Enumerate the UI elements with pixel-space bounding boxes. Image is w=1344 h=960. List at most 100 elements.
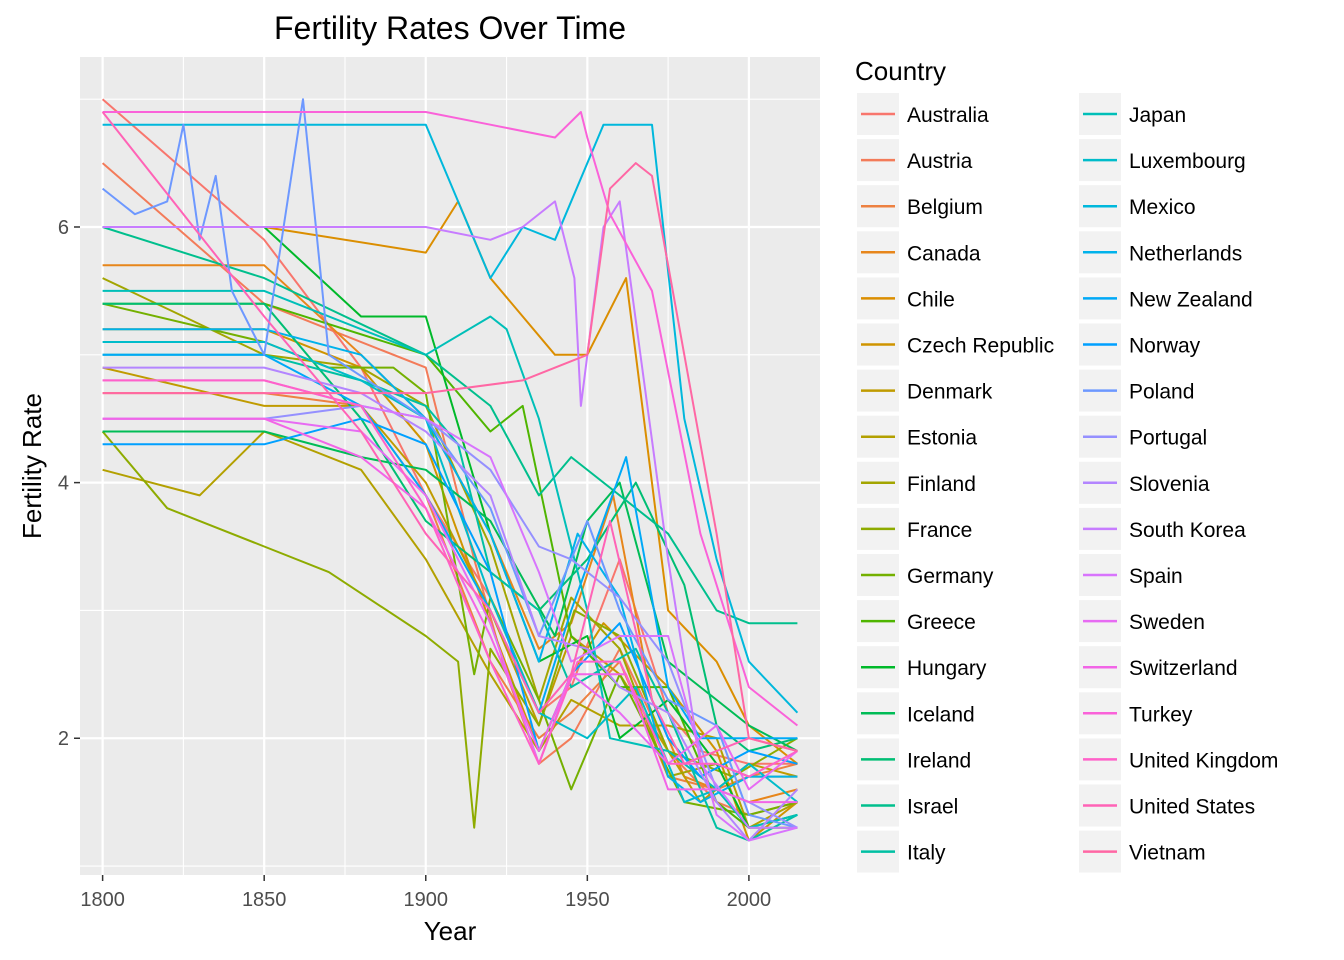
legend-label: Italy	[907, 842, 946, 865]
series-line	[102, 226, 798, 829]
x-axis: 1800 1850 1900 1950 2000	[80, 875, 771, 911]
legend-label: Mexico	[1129, 196, 1196, 219]
legend-label: Luxembourg	[1129, 150, 1246, 173]
series-line	[102, 366, 799, 842]
legend-item: Italy	[857, 830, 946, 873]
series-lines	[101, 98, 799, 842]
legend-label: Ireland	[907, 749, 971, 772]
legend-label: South Korea	[1129, 519, 1246, 542]
legend-item: Austria	[857, 139, 973, 182]
legend-item: Japan	[1079, 93, 1186, 135]
legend-label: Belgium	[907, 196, 983, 219]
series-line	[102, 430, 798, 752]
legend-item: Australia	[857, 93, 989, 135]
legend-item: Vietnam	[1079, 830, 1206, 873]
legend-item: Ireland	[857, 738, 971, 781]
legend-label: Germany	[907, 565, 994, 588]
x-tick-label: 2000	[727, 889, 772, 911]
series-line	[102, 162, 798, 752]
legend-label: Austria	[907, 150, 973, 173]
legend-item: Israel	[857, 784, 958, 827]
legend-label: Australia	[907, 104, 989, 127]
x-axis-title: Year	[424, 916, 477, 946]
legend-item: Slovenia	[1079, 461, 1210, 504]
y-axis-title: Fertility Rate	[17, 393, 47, 539]
series-line	[102, 123, 799, 714]
legend-label: Slovenia	[1129, 473, 1210, 496]
x-tick-label: 1800	[80, 889, 125, 911]
legend-label: Turkey	[1129, 703, 1193, 726]
series-line	[102, 341, 799, 804]
legend-label: Estonia	[907, 427, 977, 450]
legend-label: Canada	[907, 242, 981, 265]
legend-item: Norway	[1079, 323, 1201, 366]
series-line	[101, 430, 798, 829]
legend-label: Czech Republic	[907, 335, 1054, 358]
x-tick-label: 1900	[404, 889, 449, 911]
y-tick-label: 4	[58, 473, 69, 495]
legend-item: South Korea	[1079, 507, 1246, 550]
legend-item: Luxembourg	[1079, 139, 1246, 182]
series-line	[101, 98, 798, 829]
series-line	[102, 379, 798, 778]
legend-label: Portugal	[1129, 427, 1207, 450]
legend-label: France	[907, 519, 972, 542]
legend-label: Poland	[1129, 381, 1194, 404]
legend-item: Spain	[1079, 554, 1183, 596]
series-line	[102, 111, 799, 727]
legend-item: France	[857, 507, 972, 550]
y-axis: 2 4 6	[58, 217, 80, 750]
legend-label: Denmark	[907, 381, 993, 404]
legend-item: Poland	[1079, 369, 1194, 412]
legend-item: Canada	[857, 231, 981, 274]
y-tick-label: 6	[58, 217, 69, 239]
legend-item: Iceland	[857, 692, 975, 735]
series-line	[102, 417, 798, 804]
legend-item: Sweden	[1079, 600, 1205, 643]
legend-title: Country	[855, 56, 946, 86]
legend-item: Finland	[857, 461, 976, 504]
legend-label: Netherlands	[1129, 242, 1242, 265]
series-line	[102, 353, 798, 740]
legend-item: Germany	[857, 554, 994, 596]
legend: Country Australia Austria Belgium Canada Chi…	[855, 56, 1278, 873]
series-line	[102, 200, 799, 765]
series-line	[101, 111, 798, 765]
legend-label: Spain	[1129, 565, 1183, 588]
legend-item: Greece	[857, 600, 976, 643]
legend-label: Norway	[1129, 335, 1201, 358]
series-line	[102, 226, 798, 625]
series-line	[102, 302, 798, 829]
legend-item: Chile	[857, 277, 955, 320]
minor-gridlines	[80, 57, 820, 875]
legend-item: United Kingdom	[1079, 738, 1278, 781]
legend-item: Turkey	[1079, 692, 1193, 735]
legend-label: Vietnam	[1129, 842, 1206, 865]
series-line	[102, 200, 798, 829]
legend-label: Sweden	[1129, 611, 1205, 634]
x-tick-label: 1950	[565, 889, 610, 911]
legend-label: Hungary	[907, 657, 987, 680]
legend-label: Greece	[907, 611, 976, 634]
legend-label: Switzerland	[1129, 657, 1238, 680]
legend-item: Czech Republic	[857, 323, 1054, 366]
legend-item: New Zealand	[1079, 277, 1253, 320]
legend-label: United States	[1129, 796, 1255, 819]
chart-title: Fertility Rates Over Time	[274, 10, 626, 46]
legend-label: United Kingdom	[1129, 749, 1278, 772]
legend-label: Israel	[907, 796, 958, 819]
legend-item: United States	[1079, 784, 1255, 827]
legend-item: Denmark	[857, 369, 993, 412]
legend-item: Hungary	[857, 646, 987, 689]
legend-label: Chile	[907, 288, 955, 311]
y-tick-label: 2	[58, 728, 69, 750]
x-tick-label: 1850	[242, 889, 287, 911]
legend-label: New Zealand	[1129, 288, 1253, 311]
series-line	[102, 328, 798, 804]
legend-item: Belgium	[857, 185, 983, 228]
legend-item: Switzerland	[1079, 646, 1238, 689]
legend-item: Mexico	[1079, 185, 1196, 228]
series-line	[101, 162, 798, 816]
series-line	[102, 366, 798, 804]
